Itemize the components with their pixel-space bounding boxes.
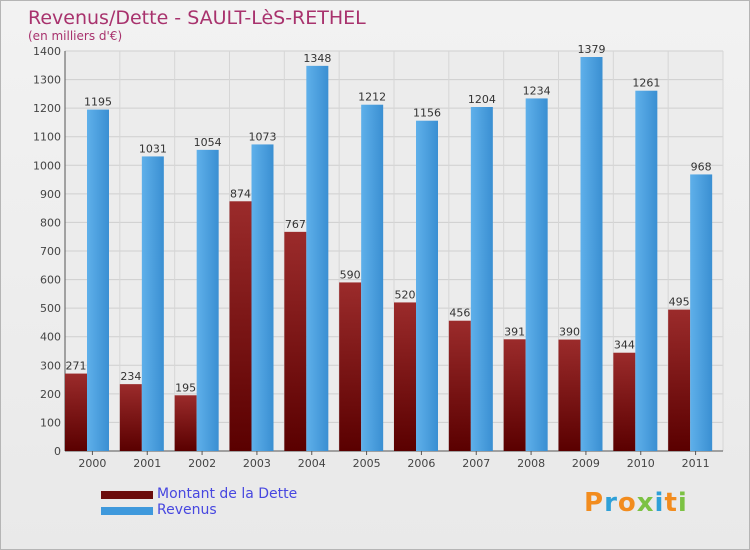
x-tick-label-2010: 2010 (627, 457, 655, 470)
data-label-debt-2011: 495 (669, 296, 690, 309)
data-label-debt-2000: 271 (66, 360, 87, 373)
x-tick-label-2006: 2006 (407, 457, 435, 470)
bar-debt-2007 (448, 320, 471, 451)
bar-revenue-2007 (470, 107, 493, 451)
bar-debt-2010 (613, 352, 636, 451)
bar-debt-2009 (558, 339, 581, 451)
bar-debt-2006 (394, 302, 416, 451)
data-label-debt-2008: 391 (504, 325, 525, 338)
data-label-revenue-2005: 1212 (358, 91, 386, 104)
y-tick-label: 900 (40, 188, 61, 201)
bar-revenue-2009 (580, 57, 603, 451)
y-tick-label: 800 (40, 216, 61, 229)
logo-letter: x (636, 488, 655, 518)
data-label-revenue-2003: 1073 (249, 130, 277, 143)
data-label-debt-2003: 874 (230, 187, 251, 200)
x-tick-label-2001: 2001 (133, 457, 161, 470)
chart-title: Revenus/Dette - SAULT-LèS-RETHEL (28, 7, 366, 29)
x-tick-label-2002: 2002 (188, 457, 216, 470)
bar-revenue-2004 (306, 65, 329, 451)
data-label-revenue-2011: 968 (691, 160, 712, 173)
data-label-debt-2007: 456 (449, 307, 470, 320)
y-tick-label: 300 (40, 359, 61, 372)
x-tick-label-2004: 2004 (298, 457, 326, 470)
logo-letter: o (617, 488, 637, 518)
bar-revenue-2008 (525, 98, 548, 451)
x-tick-label-2008: 2008 (517, 457, 545, 470)
data-label-revenue-2006: 1156 (413, 107, 441, 120)
bar-revenue-2003 (251, 144, 274, 451)
data-label-revenue-2009: 1379 (578, 43, 606, 56)
bar-debt-2000 (65, 373, 87, 451)
y-tick-label: 200 (40, 388, 61, 401)
bar-debt-2001 (119, 384, 142, 451)
data-label-debt-2002: 195 (175, 381, 196, 394)
data-label-debt-2010: 344 (614, 339, 635, 352)
logo-letter: r (604, 488, 618, 518)
logo-letter: i (654, 488, 665, 518)
y-tick-label: 100 (40, 416, 61, 429)
bar-revenue-2006 (416, 120, 438, 451)
data-label-debt-2006: 520 (395, 288, 416, 301)
bar-revenue-2000 (87, 109, 109, 452)
bar-debt-2008 (503, 339, 526, 451)
data-label-revenue-2007: 1204 (468, 93, 496, 106)
y-tick-label: 500 (40, 302, 61, 315)
y-tick-label: 1100 (33, 131, 61, 144)
chart-subtitle: (en milliers d'€) (28, 29, 123, 43)
logo-letter: t (664, 488, 678, 518)
bar-revenue-2001 (141, 156, 164, 451)
y-tick-label: 1300 (33, 74, 61, 87)
data-label-revenue-2004: 1348 (303, 52, 331, 65)
logo-letter: i (677, 488, 688, 518)
data-label-revenue-2010: 1261 (632, 77, 660, 90)
logo-letter: P (584, 488, 605, 518)
legend-swatch-debt (101, 491, 153, 499)
x-tick-label-2007: 2007 (462, 457, 490, 470)
bar-debt-2002 (174, 395, 197, 451)
data-label-revenue-2008: 1234 (523, 84, 551, 97)
bar-debt-2005 (339, 282, 362, 451)
data-label-debt-2005: 590 (340, 268, 361, 281)
x-tick-label-2011: 2011 (682, 457, 710, 470)
y-tick-label: 700 (40, 245, 61, 258)
data-label-debt-2004: 767 (285, 218, 306, 231)
y-tick-label: 1400 (33, 45, 61, 58)
data-label-revenue-2000: 1195 (84, 96, 112, 109)
legend-label-revenue: Revenus (157, 502, 217, 518)
legend-label-debt: Montant de la Dette (157, 486, 298, 502)
x-tick-label-2003: 2003 (243, 457, 271, 470)
y-tick-label: 600 (40, 274, 61, 287)
bar-revenue-2011 (690, 174, 713, 451)
bar-revenue-2005 (361, 104, 384, 451)
bar-revenue-2010 (635, 90, 658, 451)
y-tick-label: 1000 (33, 159, 61, 172)
bar-revenue-2002 (196, 149, 219, 451)
x-tick-label-2005: 2005 (353, 457, 381, 470)
data-label-revenue-2002: 1054 (194, 136, 222, 149)
data-label-debt-2009: 390 (559, 326, 580, 339)
proxiti-logo: Proxiti (584, 488, 688, 518)
bar-debt-2004 (284, 231, 307, 451)
bar-debt-2003 (229, 201, 252, 451)
data-label-revenue-2001: 1031 (139, 142, 167, 155)
bar-debt-2011 (668, 309, 691, 451)
legend-swatch-revenue (101, 507, 153, 515)
x-tick-label-2009: 2009 (572, 457, 600, 470)
y-tick-label: 0 (54, 445, 61, 458)
x-tick-label-2000: 2000 (78, 457, 106, 470)
data-label-debt-2001: 234 (120, 370, 141, 383)
y-tick-label: 400 (40, 331, 61, 344)
y-tick-label: 1200 (33, 102, 61, 115)
